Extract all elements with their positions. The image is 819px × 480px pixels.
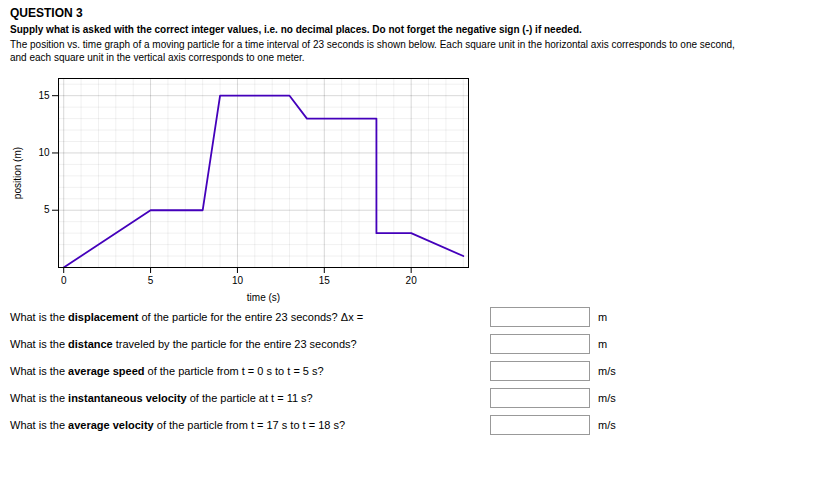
html-text:What is the instantaneous velo: What is the instantaneous velocity of th… — [10, 391, 313, 404]
svg-text:10: 10 — [38, 147, 50, 158]
html-text:What is the average speed of t: What is the average speed of the particl… — [10, 364, 324, 377]
html-text:m/s: m/s — [598, 418, 616, 431]
svg-text:15: 15 — [319, 275, 331, 286]
html-text:Supply what is asked with the: Supply what is asked with the correct in… — [10, 24, 582, 35]
html-text:What is the average velocity o: What is the average velocity of the part… — [10, 418, 346, 431]
html-text:What is the displacement of th: What is the displacement of the particle… — [10, 310, 364, 323]
svg-text:20: 20 — [406, 275, 418, 286]
html-text:The position vs. time graph of: The position vs. time graph of a moving … — [10, 39, 735, 50]
svg-text:15: 15 — [38, 90, 50, 101]
svg-text:0: 0 — [61, 275, 67, 286]
svg-text:5: 5 — [44, 204, 50, 215]
html-text:and each square unit in the ve: and each square unit in the vertical axi… — [10, 52, 305, 63]
svg-text:time (s): time (s) — [247, 292, 280, 303]
html-text:m/s: m/s — [598, 364, 616, 377]
html-text:QUESTION 3: QUESTION 3 — [10, 6, 83, 20]
svg-text:position (m): position (m) — [12, 147, 23, 199]
html-text:m/s: m/s — [598, 391, 616, 404]
html-text:What is the distance traveled: What is the distance traveled by the par… — [10, 337, 357, 350]
html-text:m: m — [598, 337, 608, 350]
svg-text:5: 5 — [148, 275, 154, 286]
svg-text:10: 10 — [232, 275, 244, 286]
html-text:m: m — [598, 310, 608, 323]
